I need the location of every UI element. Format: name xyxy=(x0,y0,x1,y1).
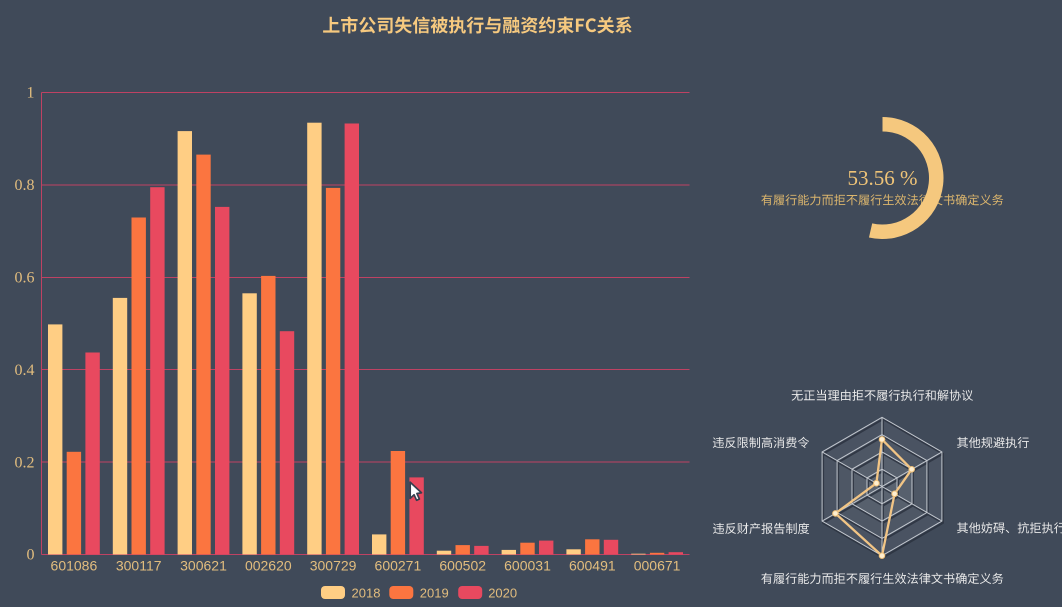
svg-text:600502: 600502 xyxy=(439,558,486,574)
svg-text:300621: 300621 xyxy=(180,558,227,574)
svg-text:0.4: 0.4 xyxy=(15,362,35,379)
svg-text:0: 0 xyxy=(27,547,35,564)
svg-text:601086: 601086 xyxy=(51,558,98,574)
svg-text:1: 1 xyxy=(27,85,35,102)
svg-text:600491: 600491 xyxy=(569,558,616,574)
svg-text:300729: 300729 xyxy=(310,558,357,574)
svg-text:0.2: 0.2 xyxy=(15,454,35,471)
svg-text:53.56 %: 53.56 % xyxy=(848,166,918,190)
svg-text:600031: 600031 xyxy=(504,558,551,574)
svg-text:000671: 000671 xyxy=(634,558,681,574)
svg-text:300117: 300117 xyxy=(116,558,162,574)
svg-text:0.8: 0.8 xyxy=(15,177,35,194)
svg-text:0.6: 0.6 xyxy=(15,270,35,287)
svg-text:002620: 002620 xyxy=(245,558,292,574)
svg-text:2020: 2020 xyxy=(488,586,517,601)
svg-text:2018: 2018 xyxy=(352,586,381,601)
svg-text:600271: 600271 xyxy=(375,558,422,574)
svg-text:2019: 2019 xyxy=(420,586,449,601)
